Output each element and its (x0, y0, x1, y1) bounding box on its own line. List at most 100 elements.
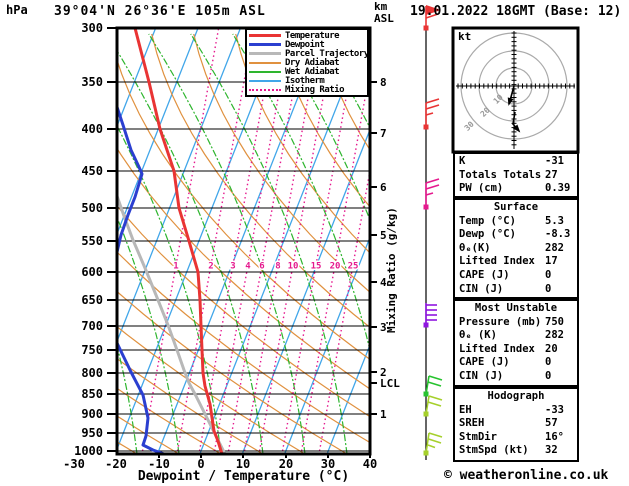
legend-line-sample (249, 79, 281, 82)
stats-row-value: 750 (545, 315, 564, 328)
stats-row: Totals Totals 27 (455, 169, 577, 183)
parcel-trajectory-curve (117, 195, 227, 454)
legend-item-label: Mixing Ratio (285, 84, 345, 95)
stats-row: Temp (°C) 5.3 (455, 215, 577, 229)
stats-row-value: 0 (545, 282, 552, 295)
temperature-axis-title: Dewpoint / Temperature (°C) (137, 469, 350, 484)
legend-item: Isotherm (249, 75, 367, 86)
wind-level-dot (423, 25, 429, 31)
temperature-tick-label: -10 (148, 457, 170, 471)
stats-row-value: 17 (545, 255, 558, 268)
legend-item: Parcel Trajectory (249, 48, 369, 59)
dry-adiabat-line (193, 33, 370, 294)
wind-barb-700 (423, 303, 437, 328)
pressure-tick-label: 400 (81, 122, 103, 136)
stats-row-label: Pressure (mb) (459, 315, 542, 328)
stats-row: CAPE (J) 0 (455, 269, 577, 283)
stats-row: Dewp (°C) -8.3 (455, 228, 577, 242)
stats-row: θₑ (K) 282 (455, 329, 577, 343)
wind-level-dot (423, 124, 429, 130)
background-grid (117, 28, 370, 454)
wind-level-dot (423, 322, 429, 328)
stats-row-value: 27 (545, 168, 558, 181)
legend-line-sample (249, 43, 281, 46)
wet-adiabat-line (148, 33, 306, 454)
stats-row-label: θₑ (K) (459, 329, 497, 342)
wind-level-dot (423, 450, 429, 456)
stats-box-title: Hodograph (487, 390, 545, 402)
dry-adiabat-line (117, 204, 370, 418)
km-tick-label: 7 (380, 127, 387, 140)
stats-row-value: 0 (545, 356, 552, 369)
stats-row-value: 282 (545, 241, 564, 254)
stats-row-label: K (459, 155, 466, 167)
hodograph-arrowhead (507, 97, 514, 106)
legend-item-label: Parcel Trajectory (285, 48, 369, 59)
legend-item-label: Isotherm (285, 75, 325, 86)
temperature-tick-label: 40 (363, 457, 377, 471)
isotherm-line (117, 28, 199, 236)
lcl-label: LCL (380, 377, 400, 390)
dry-adiabat-line (117, 357, 264, 454)
legend-line-sample (249, 52, 281, 55)
axis-labels: 3003504004505005506006507007508008509009… (63, 21, 400, 471)
stats-row-label: Lifted Index (459, 255, 535, 268)
wet-adiabat-line (190, 33, 348, 454)
stats-box-title: Surface (493, 201, 539, 213)
wet-adiabat-line (117, 124, 222, 454)
stats-row-label: CAPE (J) (459, 356, 510, 369)
pressure-tick-label: 1000 (74, 444, 103, 458)
temperature-tick-label: 30 (321, 457, 335, 471)
dry-adiabat-line (117, 58, 370, 361)
legend-item: Dewpoint (249, 39, 367, 50)
dry-adiabat-line (117, 147, 370, 390)
km-tick-label: 8 (380, 76, 387, 89)
stats-row: Lifted Index 20 (455, 343, 577, 357)
stats-row-value: 5.3 (545, 214, 564, 227)
stats-row: θₑ(K) 282 (455, 242, 577, 256)
dry-adiabat-line (235, 33, 370, 254)
dry-adiabat-line (151, 33, 370, 329)
stats-row-label: Dewp (°C) (459, 228, 516, 241)
pressure-tick-label: 900 (81, 407, 103, 421)
stats-row: SREH 57 (455, 417, 577, 431)
wind-barb-500 (423, 178, 440, 210)
stats-box-title: Most Unstable (474, 302, 558, 314)
temperature-tick-label: 0 (197, 457, 204, 471)
stats-row-value: 282 (545, 329, 564, 342)
wind-barb-1000 (423, 432, 443, 456)
stats-row-label: StmSpd (kt) (459, 444, 529, 457)
legend-line-sample (249, 61, 281, 64)
legend-line-sample (249, 34, 281, 37)
isotherm-line (326, 343, 370, 454)
stats-row-value: 0 (545, 268, 552, 281)
sounding-curves (117, 28, 227, 454)
wet-adiabat-line (274, 33, 370, 222)
isotherm-line (117, 28, 157, 128)
stats-row: Pressure (mb) 750 (455, 316, 577, 330)
stats-box-surface: Surface Temp (°C) 5.3 Dewp (°C) -8.3 θₑ(K) 282… (453, 198, 579, 299)
wind-barb-column (423, 5, 443, 460)
stats-row-label: Lifted Index (459, 342, 535, 355)
wind-level-dot (423, 411, 429, 417)
mixing-ratio-value-label: 15 (311, 262, 322, 272)
mixing-ratio-value-label: 2 (208, 262, 213, 272)
legend-item-label: Dewpoint (285, 39, 325, 50)
mixing-ratio-value-label: 8 (275, 262, 280, 272)
temperature-tick-label: 10 (236, 457, 250, 471)
wind-barb-300 (423, 5, 441, 31)
stats-row-label: Temp (°C) (459, 214, 516, 227)
pressure-tick-label: 650 (81, 293, 103, 307)
legend-line-sample (249, 88, 281, 91)
km-axis-asl: ASL (374, 12, 394, 25)
stats-row: CIN (J) 0 (455, 370, 577, 384)
stats-row-label: CIN (J) (459, 369, 504, 382)
legend-box: Temperature Dewpoint Parcel Trajectory Dry … (245, 28, 369, 97)
mixing-ratio-value-label: 4 (245, 262, 251, 272)
stats-row-label: PW (cm) (459, 182, 504, 195)
stats-row: Lifted Index 17 (455, 255, 577, 269)
dry-adiabat-line (117, 325, 306, 454)
